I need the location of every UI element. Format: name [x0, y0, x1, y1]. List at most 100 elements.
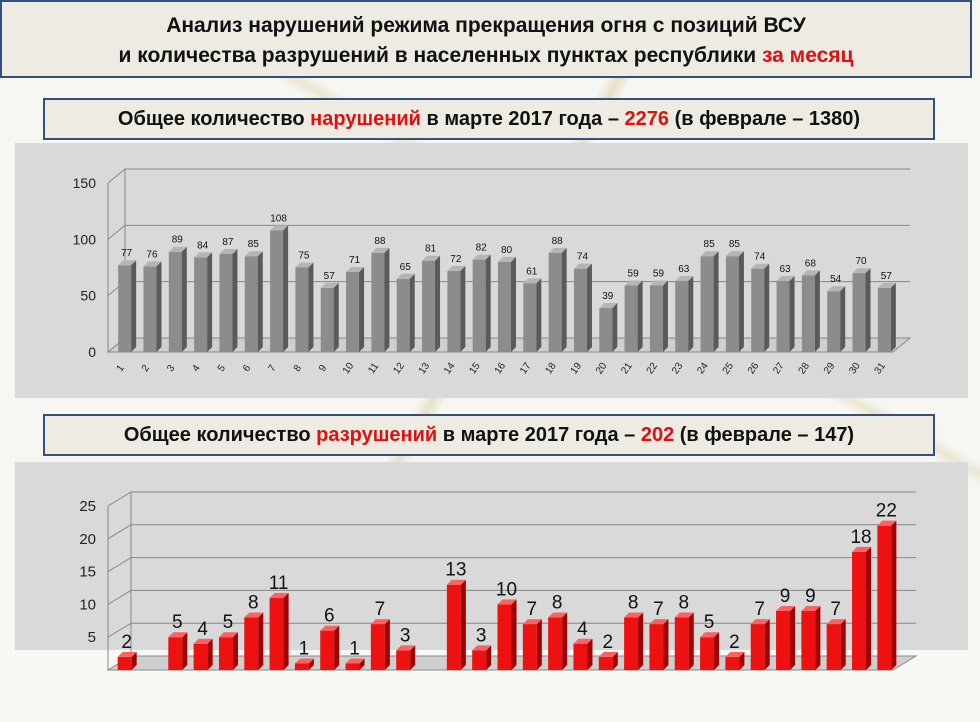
- bar: [270, 230, 284, 352]
- bar-top: [219, 248, 238, 254]
- bar-top: [548, 247, 567, 253]
- y-tick-label: 15: [79, 564, 96, 581]
- bar: [118, 265, 132, 352]
- x-tick-label: 23: [670, 360, 686, 376]
- bar-side: [688, 612, 694, 670]
- destruction-chart-panel: 5 10 15 20 25 2 5 4 5 8 11 1 6 1 7 3 13 3 10 7 8 4 2 8 7 8 5 2 7 9 9 7 1…: [15, 462, 968, 671]
- data-label: 11: [269, 573, 289, 594]
- data-label: 8: [552, 593, 563, 614]
- bar: [827, 291, 841, 352]
- x-tick-label: 19: [569, 360, 585, 376]
- bar: [624, 285, 638, 352]
- bar-top: [548, 612, 568, 618]
- bar: [346, 272, 360, 352]
- bar-top: [118, 260, 137, 266]
- x-tick-label: 27: [771, 360, 787, 376]
- bar-top: [523, 278, 542, 284]
- bar: [320, 287, 334, 352]
- x-tick-label: 9: [317, 363, 329, 374]
- bar-top: [700, 632, 720, 638]
- bar-top: [700, 251, 719, 257]
- bar-side: [384, 619, 390, 670]
- bar-side: [815, 605, 821, 670]
- gridline: [107, 557, 916, 573]
- x-tick-label: 14: [442, 360, 458, 376]
- banner-highlight: разрушений: [316, 424, 438, 446]
- data-label: 59: [628, 269, 640, 280]
- bar-top: [218, 632, 238, 638]
- bar-side: [866, 546, 872, 670]
- bar-top: [193, 638, 213, 644]
- header-line-1: Анализ нарушений режима прекращения огня…: [166, 14, 806, 37]
- bar: [446, 584, 461, 670]
- data-label: 74: [754, 252, 766, 263]
- bar-side: [890, 282, 896, 352]
- data-label: 89: [172, 235, 184, 246]
- bar: [396, 278, 410, 352]
- bar-side: [333, 282, 339, 352]
- y-tick-label: 20: [79, 531, 96, 548]
- bar-top: [270, 225, 289, 231]
- data-label: 4: [197, 619, 208, 640]
- bar: [801, 275, 815, 352]
- x-tick-label: 17: [518, 360, 534, 376]
- bar: [852, 551, 867, 670]
- bar-side: [409, 273, 415, 352]
- x-tick-label: 18: [543, 360, 559, 376]
- data-label: 7: [754, 599, 765, 620]
- data-label: 3: [476, 625, 487, 646]
- bar-top: [877, 520, 897, 526]
- bar-side: [485, 254, 491, 352]
- bar-top: [371, 247, 390, 253]
- data-label: 7: [830, 599, 841, 620]
- bar-top: [649, 280, 668, 286]
- banner-text: (в феврале – 147): [674, 424, 855, 446]
- x-tick-label: 15: [467, 360, 483, 376]
- bar-top: [422, 255, 441, 261]
- bar: [877, 287, 891, 352]
- x-tick-label: 5: [216, 363, 228, 374]
- bar: [294, 663, 309, 670]
- bar-side: [638, 612, 644, 670]
- x-tick-label: 12: [391, 360, 407, 376]
- bar-side: [789, 276, 795, 352]
- x-tick-label: 13: [417, 360, 433, 376]
- bar-top: [447, 265, 466, 271]
- x-tick-label: 30: [847, 360, 863, 376]
- bar-top: [750, 619, 770, 625]
- bar-top: [725, 251, 744, 257]
- bar: [674, 617, 689, 670]
- bar-side: [334, 625, 340, 670]
- data-label: 65: [400, 262, 412, 273]
- x-tick-label: 28: [797, 360, 813, 376]
- bar-side: [131, 260, 137, 352]
- data-label: 71: [349, 255, 361, 266]
- bar-top: [320, 625, 340, 631]
- data-label: 7: [527, 599, 538, 620]
- bar: [675, 281, 689, 352]
- bar-side: [283, 592, 289, 670]
- bar: [498, 261, 511, 352]
- bar-side: [891, 520, 897, 670]
- bar-top: [498, 256, 516, 262]
- bar: [573, 643, 588, 670]
- bar-side: [713, 251, 719, 352]
- data-label: 108: [270, 213, 287, 224]
- bar-top: [674, 612, 694, 618]
- bar-side: [181, 246, 187, 352]
- bar: [624, 617, 639, 670]
- x-tick-label: 26: [746, 360, 762, 376]
- bar: [194, 257, 208, 352]
- bar: [751, 268, 765, 352]
- bar-top: [370, 619, 390, 625]
- bar-side: [511, 599, 517, 670]
- bar-side: [840, 286, 846, 352]
- header-title: Анализ нарушений режима прекращения огня…: [0, 0, 972, 78]
- data-label: 3: [400, 625, 411, 646]
- bar: [548, 252, 562, 352]
- x-tick-label: 21: [619, 360, 635, 376]
- bar: [472, 650, 487, 670]
- data-label: 76: [146, 249, 158, 260]
- bar: [573, 268, 587, 352]
